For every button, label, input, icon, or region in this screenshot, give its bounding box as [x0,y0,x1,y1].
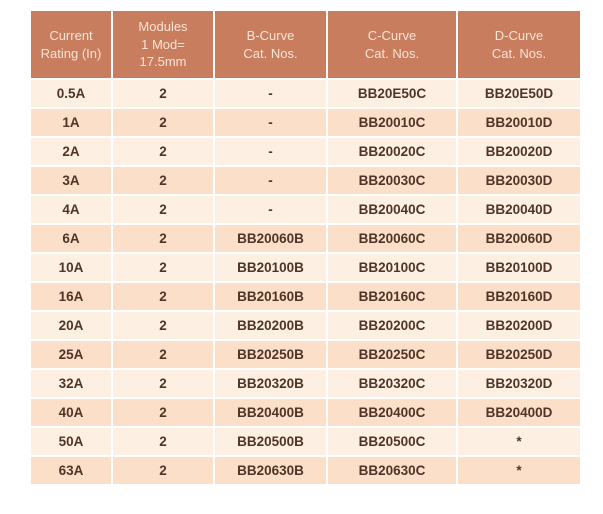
cell-d-curve-cat-no: BB20E50D [458,80,580,107]
cell-modules: 2 [113,138,213,165]
table-row: 1A 2 - BB20010C BB20010D [31,109,580,136]
cell-d-curve-cat-no: BB20100D [458,254,580,281]
cell-current-rating: 25A [31,341,111,368]
cell-current-rating: 3A [31,167,111,194]
cell-d-curve-cat-no: * [458,428,580,455]
table-row: 50A 2 BB20500B BB20500C * [31,428,580,455]
header-b-curve: B-Curve Cat. Nos. [215,11,326,78]
cell-c-curve-cat-no: BB20040C [328,196,456,223]
cell-b-curve-cat-no: BB20500B [215,428,326,455]
cell-c-curve-cat-no: BB20010C [328,109,456,136]
cell-modules: 2 [113,399,213,426]
cell-c-curve-cat-no: BB20200C [328,312,456,339]
cell-current-rating: 6A [31,225,111,252]
cell-c-curve-cat-no: BB20060C [328,225,456,252]
mcb-catalog-table: Current Rating (In) Modules 1 Mod= 17.5m… [29,9,582,486]
cell-modules: 2 [113,341,213,368]
cell-current-rating: 16A [31,283,111,310]
cell-modules: 2 [113,167,213,194]
cell-d-curve-cat-no: BB20060D [458,225,580,252]
cell-b-curve-cat-no: BB20160B [215,283,326,310]
header-current-rating: Current Rating (In) [31,11,111,78]
cell-current-rating: 4A [31,196,111,223]
cell-d-curve-cat-no: BB20010D [458,109,580,136]
table-row: 4A 2 - BB20040C BB20040D [31,196,580,223]
cell-d-curve-cat-no: * [458,457,580,484]
cell-c-curve-cat-no: BB20E50C [328,80,456,107]
table-row: 3A 2 - BB20030C BB20030D [31,167,580,194]
table-row: 25A 2 BB20250B BB20250C BB20250D [31,341,580,368]
cell-b-curve-cat-no: - [215,80,326,107]
cell-modules: 2 [113,428,213,455]
cell-c-curve-cat-no: BB20320C [328,370,456,397]
cell-current-rating: 0.5A [31,80,111,107]
header-d-curve: D-Curve Cat. Nos. [458,11,580,78]
cell-d-curve-cat-no: BB20250D [458,341,580,368]
cell-c-curve-cat-no: BB20100C [328,254,456,281]
cell-b-curve-cat-no: - [215,196,326,223]
cell-b-curve-cat-no: - [215,109,326,136]
cell-modules: 2 [113,254,213,281]
header-row: Current Rating (In) Modules 1 Mod= 17.5m… [31,11,580,78]
cell-b-curve-cat-no: BB20250B [215,341,326,368]
table-row: 2A 2 - BB20020C BB20020D [31,138,580,165]
cell-modules: 2 [113,109,213,136]
cell-modules: 2 [113,457,213,484]
cell-d-curve-cat-no: BB20400D [458,399,580,426]
cell-current-rating: 32A [31,370,111,397]
cell-current-rating: 50A [31,428,111,455]
cell-d-curve-cat-no: BB20160D [458,283,580,310]
cell-c-curve-cat-no: BB20250C [328,341,456,368]
cell-c-curve-cat-no: BB20630C [328,457,456,484]
cell-modules: 2 [113,196,213,223]
cell-d-curve-cat-no: BB20030D [458,167,580,194]
header-c-curve: C-Curve Cat. Nos. [328,11,456,78]
table-row: 16A 2 BB20160B BB20160C BB20160D [31,283,580,310]
cell-modules: 2 [113,370,213,397]
cell-d-curve-cat-no: BB20020D [458,138,580,165]
table-row: 32A 2 BB20320B BB20320C BB20320D [31,370,580,397]
cell-c-curve-cat-no: BB20400C [328,399,456,426]
cell-c-curve-cat-no: BB20020C [328,138,456,165]
cell-b-curve-cat-no: BB20630B [215,457,326,484]
cell-c-curve-cat-no: BB20160C [328,283,456,310]
cell-b-curve-cat-no: BB20060B [215,225,326,252]
cell-modules: 2 [113,80,213,107]
cell-current-rating: 40A [31,399,111,426]
cell-d-curve-cat-no: BB20320D [458,370,580,397]
cell-b-curve-cat-no: BB20200B [215,312,326,339]
cell-b-curve-cat-no: - [215,138,326,165]
cell-current-rating: 20A [31,312,111,339]
cell-b-curve-cat-no: BB20400B [215,399,326,426]
header-modules: Modules 1 Mod= 17.5mm [113,11,213,78]
cell-current-rating: 2A [31,138,111,165]
table-body: 0.5A 2 - BB20E50C BB20E50D 1A 2 - BB2001… [31,80,580,484]
table-row: 10A 2 BB20100B BB20100C BB20100D [31,254,580,281]
cell-b-curve-cat-no: BB20320B [215,370,326,397]
cell-c-curve-cat-no: BB20030C [328,167,456,194]
cell-modules: 2 [113,312,213,339]
cell-current-rating: 63A [31,457,111,484]
cell-current-rating: 1A [31,109,111,136]
table-header: Current Rating (In) Modules 1 Mod= 17.5m… [31,11,580,78]
cell-modules: 2 [113,283,213,310]
cell-b-curve-cat-no: BB20100B [215,254,326,281]
table-row: 0.5A 2 - BB20E50C BB20E50D [31,80,580,107]
cell-d-curve-cat-no: BB20200D [458,312,580,339]
cell-b-curve-cat-no: - [215,167,326,194]
cell-modules: 2 [113,225,213,252]
cell-d-curve-cat-no: BB20040D [458,196,580,223]
table-row: 63A 2 BB20630B BB20630C * [31,457,580,484]
table-row: 20A 2 BB20200B BB20200C BB20200D [31,312,580,339]
table-row: 40A 2 BB20400B BB20400C BB20400D [31,399,580,426]
cell-c-curve-cat-no: BB20500C [328,428,456,455]
table-row: 6A 2 BB20060B BB20060C BB20060D [31,225,580,252]
cell-current-rating: 10A [31,254,111,281]
